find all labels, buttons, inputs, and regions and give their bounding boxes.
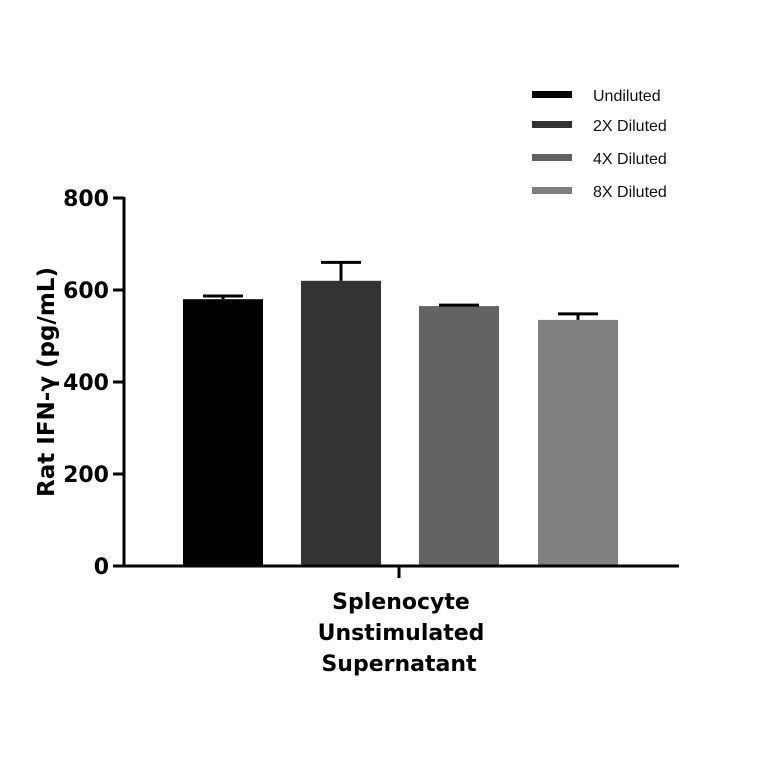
y-tick-label: 0	[94, 555, 109, 580]
bars-group	[183, 280, 618, 566]
bar-2x-diluted	[301, 280, 381, 566]
legend: Undiluted 2X Diluted 4X Diluted 8X Dilut…	[532, 88, 667, 201]
legend-swatch-8x	[532, 187, 572, 194]
y-axis-ticks: 0 200 400 600 800	[63, 187, 124, 580]
legend-label-2x: 2X Diluted	[593, 118, 667, 135]
bar-4x-diluted	[419, 306, 499, 566]
legend-label-undiluted: Undiluted	[593, 88, 661, 105]
y-axis-title: Rat IFN-γ (pg/mL)	[34, 267, 60, 497]
category-label-line-2: Unstimulated	[318, 621, 485, 646]
legend-label-4x: 4X Diluted	[593, 151, 667, 168]
legend-swatch-4x	[532, 154, 572, 161]
y-tick-label: 800	[63, 187, 109, 212]
category-label-line-1: Splenocyte	[332, 590, 470, 615]
error-bars-group	[203, 260, 598, 320]
bar-undiluted	[183, 299, 263, 566]
legend-label-8x: 8X Diluted	[593, 184, 667, 201]
bar-8x-diluted	[538, 319, 618, 566]
category-label-line-3: Supernatant	[321, 652, 477, 677]
y-tick-label: 200	[63, 463, 109, 488]
y-tick-label: 400	[63, 371, 109, 396]
legend-swatch-undiluted	[532, 91, 572, 98]
legend-swatch-2x	[532, 121, 572, 128]
y-tick-label: 600	[63, 279, 109, 304]
